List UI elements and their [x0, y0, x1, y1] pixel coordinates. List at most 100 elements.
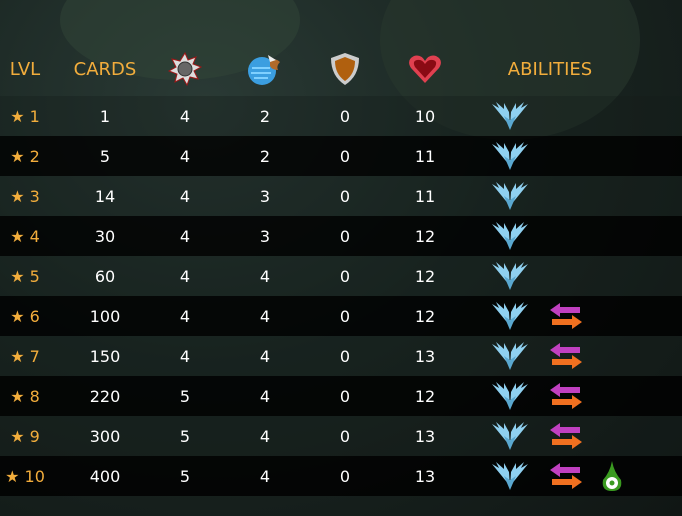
- melee-saw-icon: [160, 42, 210, 96]
- swap-arrows-icon: [550, 423, 582, 449]
- level-cell: ★ 10: [0, 456, 50, 496]
- speed-cell: 3: [259, 186, 271, 206]
- star-icon: ★: [5, 466, 20, 486]
- level-value: 7: [29, 346, 40, 366]
- level-cell: ★ 9: [0, 416, 50, 456]
- swap-arrows-icon: [550, 383, 582, 409]
- attack-cell: 4: [179, 306, 191, 326]
- level-cell: ★ 3: [0, 176, 50, 216]
- speed-orb-icon: [240, 42, 290, 96]
- flying-wings-icon: [492, 462, 528, 490]
- flying-wings-icon: [492, 102, 528, 130]
- attack-cell: 4: [179, 346, 191, 366]
- star-icon: ★: [10, 226, 25, 246]
- armor-cell: 0: [339, 186, 351, 206]
- level-value: 6: [29, 306, 40, 326]
- table-row: ★ 7 150 4 4 0 13: [0, 336, 682, 376]
- speed-cell: 4: [259, 386, 271, 406]
- armor-cell: 0: [339, 146, 351, 166]
- cards-cell: 400: [89, 466, 121, 486]
- level-cell: ★ 7: [0, 336, 50, 376]
- level-cell: ★ 1: [0, 96, 50, 136]
- header-cards: CARDS: [73, 58, 137, 80]
- table-row: ★ 5 60 4 4 0 12: [0, 256, 682, 296]
- armor-cell: 0: [339, 306, 351, 326]
- ability-swap-arrows[interactable]: [548, 456, 584, 496]
- armor-cell: 0: [339, 106, 351, 126]
- level-cell: ★ 4: [0, 216, 50, 256]
- ability-swap-arrows[interactable]: [548, 416, 584, 456]
- armor-cell: 0: [339, 346, 351, 366]
- level-cell: ★ 5: [0, 256, 50, 296]
- star-icon: ★: [10, 146, 25, 166]
- swap-arrows-icon: [550, 303, 582, 329]
- table-row: ★ 4 30 4 3 0 12: [0, 216, 682, 256]
- star-icon: ★: [10, 306, 25, 326]
- health-cell: 12: [414, 306, 436, 326]
- health-cell: 13: [414, 346, 436, 366]
- speed-cell: 4: [259, 426, 271, 446]
- star-icon: ★: [10, 266, 25, 286]
- cards-cell: 300: [89, 426, 121, 446]
- level-cell: ★ 6: [0, 296, 50, 336]
- flying-wings-icon: [492, 382, 528, 410]
- flying-wings-icon: [492, 222, 528, 250]
- health-cell: 11: [414, 146, 436, 166]
- star-icon: ★: [10, 186, 25, 206]
- cards-cell: 60: [94, 266, 116, 286]
- level-value: 2: [29, 146, 40, 166]
- poison-drop-icon: [602, 461, 622, 491]
- health-cell: 13: [414, 426, 436, 446]
- attack-cell: 5: [179, 466, 191, 486]
- table-row: ★ 9 300 5 4 0 13: [0, 416, 682, 456]
- ability-flying[interactable]: [490, 376, 530, 416]
- table-row: ★ 2 5 4 2 0 11: [0, 136, 682, 176]
- cards-cell: 150: [89, 346, 121, 366]
- flying-wings-icon: [492, 262, 528, 290]
- attack-cell: 5: [179, 386, 191, 406]
- attack-cell: 4: [179, 266, 191, 286]
- table-row: ★ 6 100 4 4 0 12: [0, 296, 682, 336]
- cards-cell: 1: [99, 106, 111, 126]
- ability-flying[interactable]: [490, 216, 530, 256]
- star-icon: ★: [10, 386, 25, 406]
- ability-flying[interactable]: [490, 176, 530, 216]
- armor-cell: 0: [339, 426, 351, 446]
- flying-wings-icon: [492, 302, 528, 330]
- ability-swap-arrows[interactable]: [548, 336, 584, 376]
- table-header: LVL CARDS ABILITIES: [0, 42, 682, 96]
- health-cell: 12: [414, 266, 436, 286]
- armor-cell: 0: [339, 226, 351, 246]
- speed-cell: 2: [259, 106, 271, 126]
- attack-cell: 5: [179, 426, 191, 446]
- ability-poison[interactable]: [600, 456, 624, 496]
- ability-flying[interactable]: [490, 416, 530, 456]
- header-lvl: LVL: [9, 58, 41, 80]
- ability-swap-arrows[interactable]: [548, 376, 584, 416]
- shield-icon: [320, 42, 370, 96]
- speed-cell: 4: [259, 466, 271, 486]
- cards-cell: 220: [89, 386, 121, 406]
- level-value: 4: [29, 226, 40, 246]
- speed-cell: 2: [259, 146, 271, 166]
- swap-arrows-icon: [550, 463, 582, 489]
- ability-flying[interactable]: [490, 136, 530, 176]
- attack-cell: 4: [179, 146, 191, 166]
- ability-flying[interactable]: [490, 96, 530, 136]
- level-value: 9: [29, 426, 40, 446]
- health-cell: 12: [414, 386, 436, 406]
- health-cell: 13: [414, 466, 436, 486]
- ability-flying[interactable]: [490, 256, 530, 296]
- flying-wings-icon: [492, 142, 528, 170]
- ability-swap-arrows[interactable]: [548, 296, 584, 336]
- level-value: 10: [24, 466, 45, 486]
- level-value: 5: [29, 266, 40, 286]
- ability-flying[interactable]: [490, 296, 530, 336]
- star-icon: ★: [10, 426, 25, 446]
- speed-cell: 4: [259, 346, 271, 366]
- flying-wings-icon: [492, 182, 528, 210]
- ability-flying[interactable]: [490, 456, 530, 496]
- ability-flying[interactable]: [490, 336, 530, 376]
- table-row: ★ 8 220 5 4 0 12: [0, 376, 682, 416]
- cards-cell: 30: [94, 226, 116, 246]
